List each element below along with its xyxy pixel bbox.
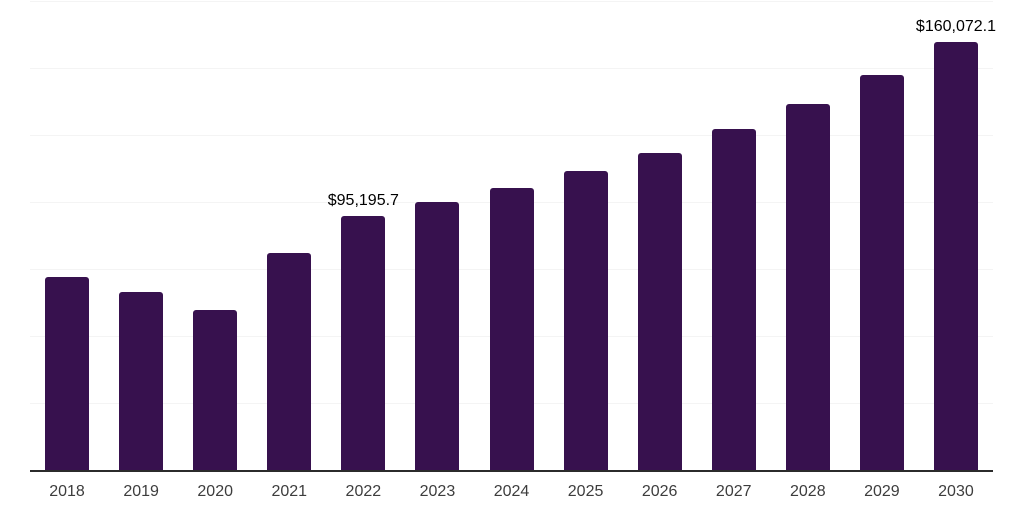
plot-area: $95,195.7 $160,072.1 xyxy=(30,1,996,472)
x-tick-label: 2025 xyxy=(567,483,604,500)
x-tick-label: 2026 xyxy=(641,483,678,500)
bar-2029 xyxy=(859,75,904,471)
bar-2024 xyxy=(489,188,534,471)
bar-2019 xyxy=(119,292,164,471)
x-tick-label: 2018 xyxy=(49,483,85,500)
x-tick-label: 2030 xyxy=(938,483,974,500)
x-tick-label: 2029 xyxy=(864,483,900,500)
gridline xyxy=(30,1,993,2)
bar-2023 xyxy=(415,201,460,471)
gridline xyxy=(30,68,993,69)
x-tick-label: 2020 xyxy=(197,483,233,500)
x-tick-label: 2028 xyxy=(790,483,826,500)
bar-2021 xyxy=(267,252,312,471)
gridline xyxy=(30,135,993,136)
bar-2027 xyxy=(711,129,756,471)
bar-2030 xyxy=(933,42,978,471)
data-label-2030: $160,072.1 xyxy=(915,18,996,36)
x-tick-label: 2019 xyxy=(123,483,159,500)
x-tick-label: 2021 xyxy=(271,483,308,500)
bar-2028 xyxy=(785,104,830,471)
x-tick-label: 2027 xyxy=(715,483,752,500)
bar-2022 xyxy=(341,215,386,471)
bar-2026 xyxy=(637,152,682,471)
x-tick-label: 2022 xyxy=(345,483,382,500)
x-tick-label: 2024 xyxy=(493,483,530,500)
x-axis-tick-labels: 2018 2019 2020 2021 2022 2023 2024 2025 2026 2027… xyxy=(30,482,993,504)
bar-2025 xyxy=(563,171,608,471)
data-label-2022: $95,195.7 xyxy=(327,192,399,210)
bar-2020 xyxy=(193,310,238,471)
x-tick-label: 2023 xyxy=(419,483,456,500)
x-axis-line xyxy=(30,470,993,472)
bar-2018 xyxy=(45,276,90,471)
